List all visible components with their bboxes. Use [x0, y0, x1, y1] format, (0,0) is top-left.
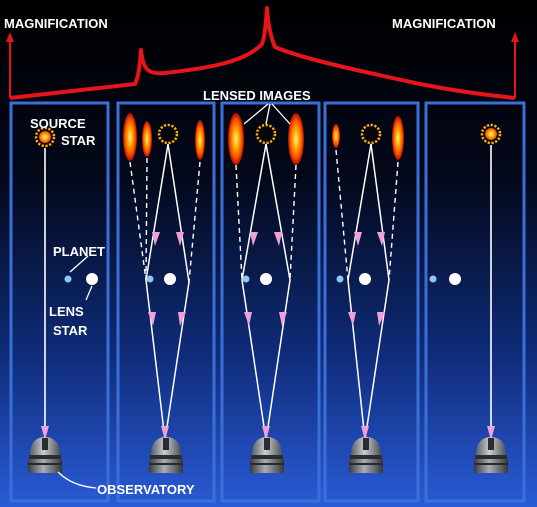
planet-leader — [69, 255, 89, 273]
ray-arrow-icon — [250, 232, 258, 246]
panel-5-content — [429, 123, 508, 473]
ray-arrow-icon — [41, 426, 49, 440]
virtual-ray — [335, 149, 349, 281]
planet-dot — [64, 275, 72, 283]
planet-dot — [429, 275, 437, 283]
ray-arrow-icon — [148, 312, 156, 326]
lensed-images-leaders — [243, 103, 291, 125]
lensed-image-icon — [332, 124, 340, 148]
planet-dot — [146, 275, 154, 283]
panel-1 — [9, 101, 110, 503]
virtual-ray — [388, 161, 399, 281]
planet-label: PLANET — [53, 244, 105, 259]
panel-2 — [116, 101, 216, 503]
ray-arrow-icon — [487, 426, 495, 440]
ray-arrow-icon — [178, 312, 186, 326]
lens-star-dot — [359, 273, 371, 285]
panel-4 — [323, 101, 420, 503]
source-star-label: SOURCE — [30, 116, 86, 131]
source-star-label-line2: STAR — [61, 133, 96, 148]
panel-2-content — [123, 113, 205, 473]
panel-frames — [9, 101, 526, 503]
lens-star-dot — [164, 273, 176, 285]
ray-arrow-icon — [274, 232, 282, 246]
ray-arrow-icon — [244, 312, 252, 326]
ray-arrow-icon — [377, 312, 385, 326]
ray-arrow-icon — [348, 312, 356, 326]
magnification-arrow-right-icon — [511, 32, 519, 42]
lens-star-label: LENS — [49, 304, 84, 319]
label-leaders — [57, 255, 97, 489]
planet-dot — [336, 275, 344, 283]
lensed-image-icon — [228, 113, 244, 165]
lensed-image-icon — [288, 113, 304, 165]
light-ray — [241, 143, 267, 441]
lensed-image-icon — [123, 113, 137, 161]
lensed-image-icon — [392, 116, 404, 160]
observatory-label: OBSERVATORY — [97, 482, 195, 497]
ray-arrow-icon — [176, 232, 184, 246]
lensed-image-icon — [195, 120, 205, 160]
ray-arrow-icon — [377, 232, 385, 246]
panel-4-content — [332, 116, 404, 473]
panel-5 — [424, 101, 526, 503]
ray-arrow-icon — [361, 426, 369, 440]
magnification-curve — [9, 6, 516, 100]
virtual-ray — [289, 164, 297, 281]
virtual-ray — [129, 161, 147, 281]
observatory-leader — [57, 471, 97, 489]
lens-star-dot — [260, 273, 272, 285]
magnification-label-left: MAGNIFICATION — [4, 16, 108, 31]
lens-star-dot — [449, 273, 461, 285]
planet-dot — [242, 275, 250, 283]
virtual-ray — [145, 157, 148, 281]
panel-3 — [220, 101, 321, 503]
magnification-arrow-left-icon — [6, 32, 14, 42]
lensed-image-icon — [142, 121, 152, 157]
ray-arrow-icon — [152, 232, 160, 246]
ray-arrow-icon — [279, 312, 287, 326]
virtual-ray — [235, 164, 243, 281]
light-ray — [265, 143, 291, 441]
lens-star-label-line2: STAR — [53, 323, 88, 338]
ray-arrow-icon — [354, 232, 362, 246]
panel-3-content — [228, 113, 304, 473]
panel-1-content — [28, 126, 98, 473]
lens-leader — [85, 285, 93, 301]
magnification-label-right: MAGNIFICATION — [392, 16, 496, 31]
lensed-images-label: LENSED IMAGES — [203, 88, 311, 103]
virtual-ray — [188, 161, 201, 283]
ray-arrow-icon — [262, 426, 270, 440]
lens-star-dot — [86, 273, 98, 285]
ray-arrow-icon — [161, 426, 169, 440]
